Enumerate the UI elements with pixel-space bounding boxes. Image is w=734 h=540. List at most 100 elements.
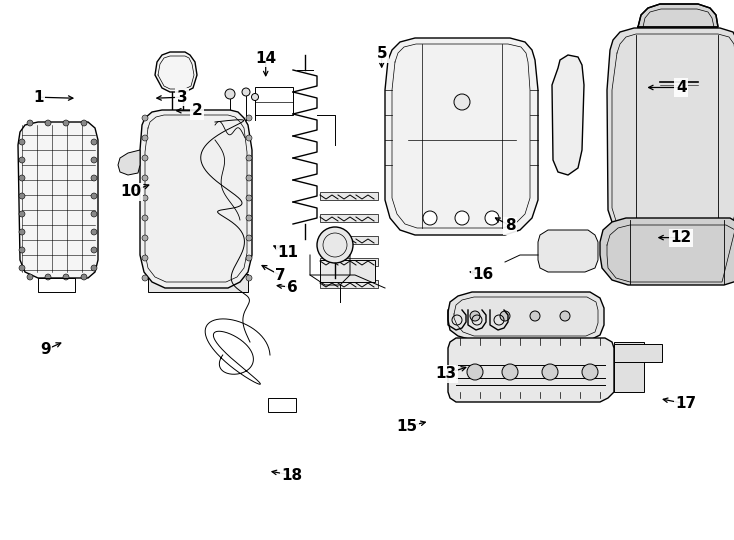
Circle shape — [142, 135, 148, 141]
Circle shape — [142, 235, 148, 241]
FancyBboxPatch shape — [29, 147, 87, 248]
Circle shape — [45, 120, 51, 126]
Polygon shape — [155, 52, 197, 92]
Polygon shape — [448, 338, 614, 402]
Circle shape — [19, 157, 25, 163]
Text: 9: 9 — [40, 342, 51, 357]
Text: 13: 13 — [436, 366, 457, 381]
Circle shape — [246, 255, 252, 261]
Bar — [614, 342, 644, 392]
Circle shape — [142, 195, 148, 201]
Text: 14: 14 — [255, 51, 276, 66]
Circle shape — [142, 215, 148, 221]
Circle shape — [560, 311, 570, 321]
Circle shape — [530, 311, 540, 321]
Circle shape — [142, 175, 148, 181]
Circle shape — [63, 120, 69, 126]
Polygon shape — [538, 230, 598, 272]
Bar — [320, 260, 375, 282]
Circle shape — [19, 139, 25, 145]
Text: 3: 3 — [177, 90, 187, 105]
Bar — [320, 258, 378, 266]
Polygon shape — [552, 55, 584, 175]
Circle shape — [142, 155, 148, 161]
Text: 1: 1 — [33, 90, 43, 105]
Text: 17: 17 — [676, 396, 697, 411]
Circle shape — [142, 275, 148, 281]
Bar — [268, 398, 296, 412]
Circle shape — [246, 195, 252, 201]
Circle shape — [91, 229, 97, 235]
Circle shape — [242, 88, 250, 96]
Circle shape — [19, 193, 25, 199]
Polygon shape — [600, 218, 734, 285]
Polygon shape — [638, 4, 718, 27]
Circle shape — [252, 93, 258, 100]
Polygon shape — [607, 28, 734, 242]
Circle shape — [19, 247, 25, 253]
Circle shape — [91, 265, 97, 271]
Circle shape — [142, 255, 148, 261]
Bar — [320, 192, 378, 200]
Circle shape — [246, 135, 252, 141]
Bar — [160, 150, 235, 255]
Bar — [560, 83, 576, 125]
Circle shape — [225, 89, 235, 99]
Circle shape — [455, 211, 469, 225]
Text: 12: 12 — [671, 230, 691, 245]
Circle shape — [317, 227, 353, 263]
Circle shape — [500, 311, 510, 321]
Circle shape — [246, 175, 252, 181]
Polygon shape — [385, 38, 538, 235]
Circle shape — [246, 155, 252, 161]
Circle shape — [45, 274, 51, 280]
Circle shape — [19, 175, 25, 181]
Bar — [438, 58, 484, 78]
Circle shape — [81, 120, 87, 126]
Circle shape — [246, 235, 252, 241]
Circle shape — [81, 274, 87, 280]
Circle shape — [91, 247, 97, 253]
Text: 11: 11 — [277, 245, 298, 260]
Bar — [320, 214, 378, 222]
Bar — [255, 87, 293, 115]
Text: 8: 8 — [505, 218, 515, 233]
Bar — [614, 344, 662, 362]
Circle shape — [19, 229, 25, 235]
Circle shape — [27, 274, 33, 280]
Circle shape — [454, 94, 470, 110]
Circle shape — [91, 139, 97, 145]
Circle shape — [63, 274, 69, 280]
Circle shape — [246, 115, 252, 121]
Circle shape — [27, 120, 33, 126]
Bar — [638, 90, 720, 200]
Circle shape — [502, 364, 518, 380]
Text: 7: 7 — [275, 268, 286, 283]
Bar — [148, 274, 248, 292]
Bar — [408, 95, 516, 185]
Text: 2: 2 — [192, 103, 202, 118]
Text: 6: 6 — [287, 280, 297, 295]
Polygon shape — [448, 292, 604, 340]
Polygon shape — [118, 150, 140, 175]
Circle shape — [582, 364, 598, 380]
Circle shape — [91, 193, 97, 199]
Text: 5: 5 — [377, 46, 387, 62]
Circle shape — [91, 211, 97, 217]
Text: 16: 16 — [473, 267, 493, 282]
Circle shape — [246, 215, 252, 221]
Circle shape — [19, 211, 25, 217]
Circle shape — [467, 364, 483, 380]
Bar — [448, 357, 463, 392]
Circle shape — [423, 211, 437, 225]
Bar — [320, 280, 378, 288]
Polygon shape — [18, 122, 98, 278]
Text: 10: 10 — [120, 184, 141, 199]
Circle shape — [19, 265, 25, 271]
Text: 4: 4 — [676, 80, 686, 95]
Text: 15: 15 — [397, 419, 418, 434]
Bar — [320, 236, 378, 244]
Circle shape — [246, 275, 252, 281]
Circle shape — [485, 211, 499, 225]
Text: 18: 18 — [282, 468, 302, 483]
